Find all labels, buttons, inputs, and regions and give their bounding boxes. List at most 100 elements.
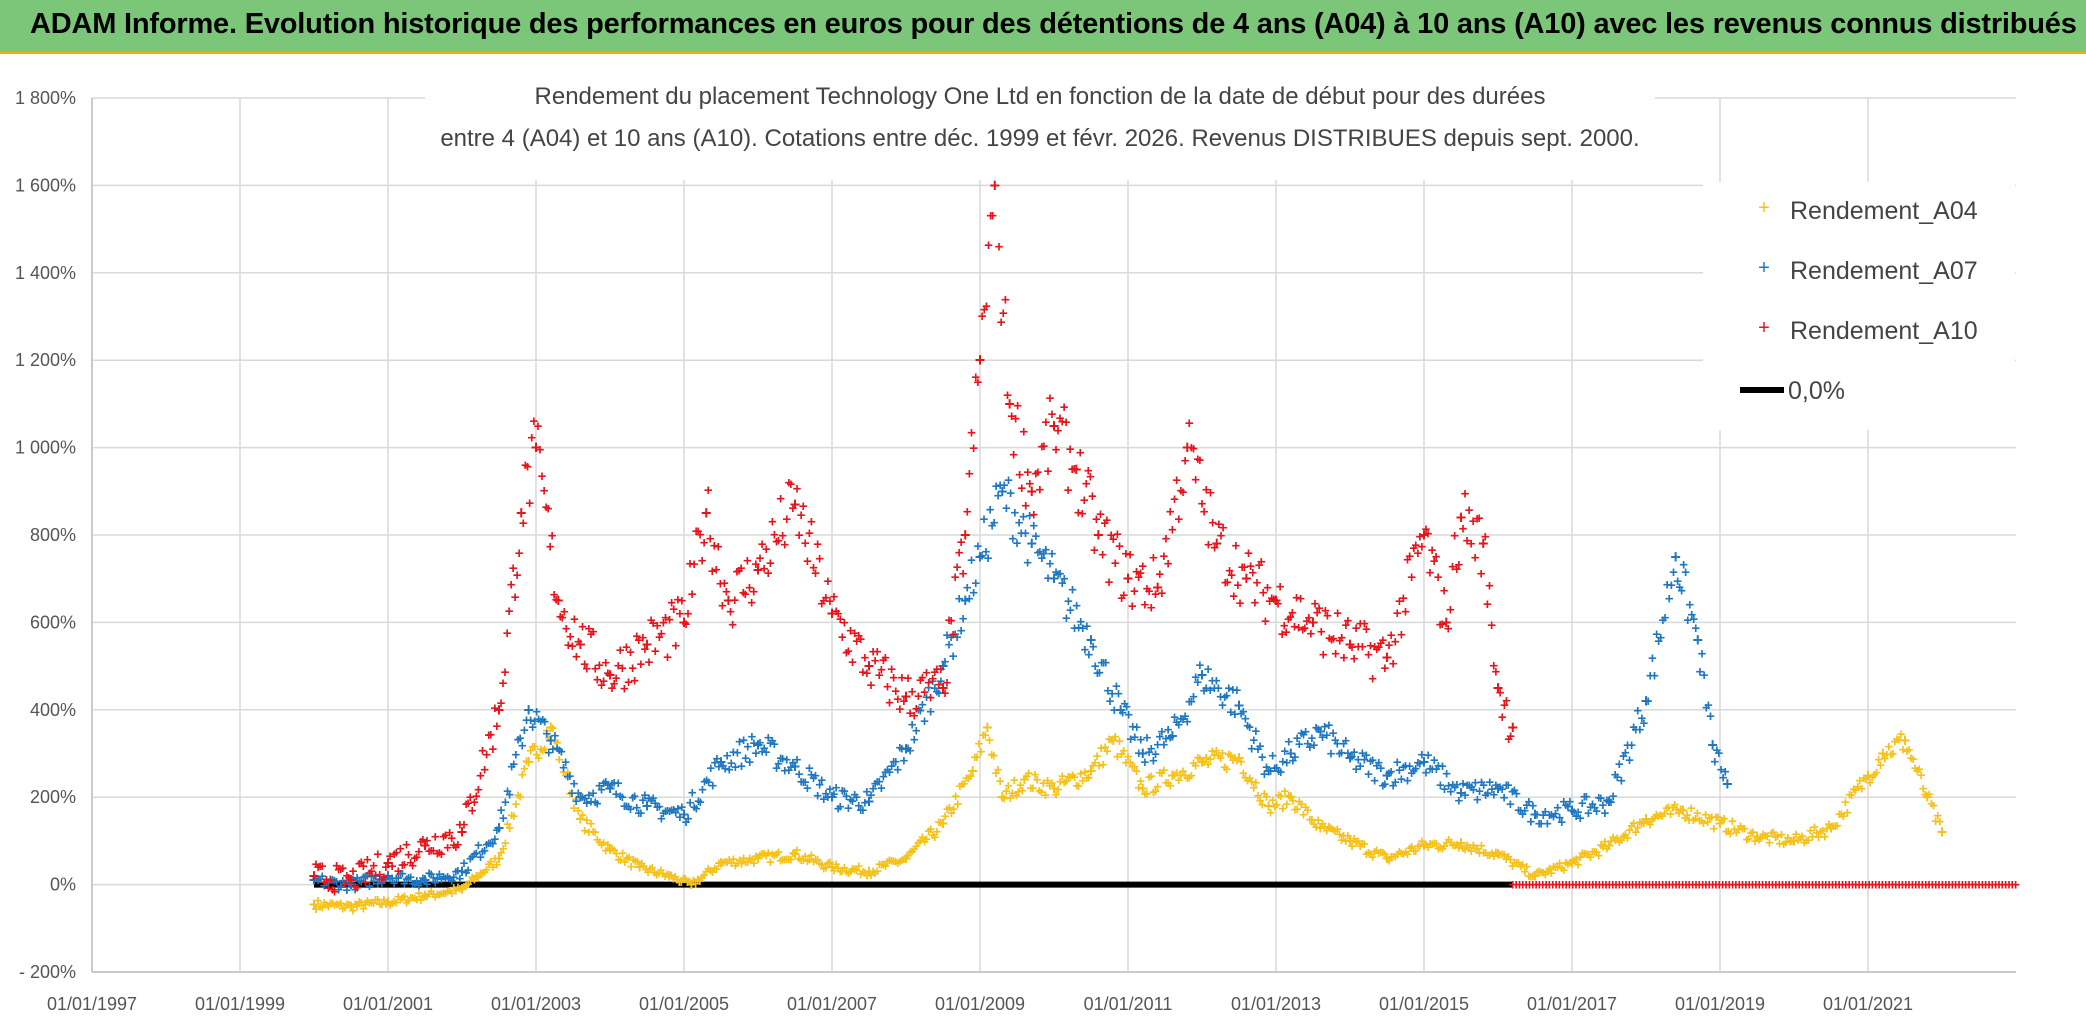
a10-point: + <box>1027 481 1038 501</box>
a07-marker: + <box>1665 590 1674 607</box>
a10-marker: + <box>1013 398 1022 415</box>
a10-marker: + <box>926 689 935 706</box>
a04-marker: + <box>1895 732 1904 749</box>
a04-marker: + <box>1621 827 1630 844</box>
a04-marker: + <box>1502 851 1511 868</box>
a04-point: + <box>494 848 505 868</box>
a10-marker: + <box>468 802 477 819</box>
a04-marker: + <box>1855 773 1864 790</box>
a07-marker: + <box>1644 693 1653 710</box>
a10-marker: + <box>700 535 709 552</box>
a07-marker: + <box>1101 654 1110 671</box>
a04-marker: + <box>1128 759 1137 776</box>
a10-marker: + <box>1403 551 1412 568</box>
a10-marker: + <box>412 849 421 866</box>
a10-marker: + <box>821 589 830 606</box>
a07-marker: + <box>1473 791 1482 808</box>
a04-marker: + <box>743 854 752 871</box>
a10-marker: + <box>486 727 495 744</box>
a07-marker: + <box>1141 754 1150 771</box>
a10-marker: + <box>758 536 767 553</box>
a04-marker: + <box>614 852 623 869</box>
a10-marker: + <box>478 743 487 760</box>
a04-marker: + <box>1685 812 1694 829</box>
a04-marker: + <box>834 860 843 877</box>
a10-zero-marker: + <box>1545 877 1554 894</box>
a04-marker: + <box>627 859 636 876</box>
a10-zero-marker: + <box>1715 877 1724 894</box>
a04-marker: + <box>1707 809 1716 826</box>
a04-marker: + <box>1026 780 1035 797</box>
a10-marker: + <box>544 501 553 518</box>
a07-marker: + <box>580 791 589 808</box>
a04-marker: + <box>1333 821 1342 838</box>
a10-zero-marker: + <box>1665 877 1674 894</box>
a04-marker: + <box>654 866 663 883</box>
a10-marker: + <box>1231 538 1240 555</box>
a07-marker: + <box>1416 755 1425 772</box>
a04-marker: + <box>1728 813 1737 830</box>
a07-marker: + <box>1661 610 1670 627</box>
a10-marker: + <box>482 746 491 763</box>
a10-marker: + <box>1105 574 1114 591</box>
a04-marker: + <box>1179 763 1188 780</box>
a04-marker: + <box>879 856 888 873</box>
a04-marker: + <box>1430 835 1439 852</box>
a07-marker: + <box>774 755 783 772</box>
a04-marker: + <box>518 767 527 784</box>
a07-marker: + <box>522 712 531 729</box>
a10-marker: + <box>1325 630 1334 647</box>
a10-marker: + <box>678 592 687 609</box>
a04-marker: + <box>1492 844 1501 861</box>
a04-marker: + <box>1755 831 1764 848</box>
a04-marker: + <box>1627 817 1636 834</box>
a10-marker: + <box>805 525 814 542</box>
a07-marker: + <box>782 752 791 769</box>
a04-marker: + <box>1662 800 1671 817</box>
a04-marker: + <box>677 874 686 891</box>
a10-marker: + <box>1448 559 1457 576</box>
a10-marker: + <box>1058 413 1067 430</box>
a07-marker: + <box>618 789 627 806</box>
a07-marker: + <box>729 744 738 761</box>
a04-marker: + <box>345 896 354 913</box>
a04-marker: + <box>719 854 728 871</box>
a04-marker: + <box>1646 816 1655 833</box>
a07-marker: + <box>1607 794 1616 811</box>
a10-marker: + <box>1227 567 1236 584</box>
a04-marker: + <box>1586 849 1595 866</box>
a04-marker: + <box>1539 865 1548 882</box>
a10-marker: + <box>351 878 360 895</box>
a10-marker: + <box>1284 611 1293 628</box>
a10-zero-marker: + <box>1965 877 1974 894</box>
a10-marker: + <box>523 458 532 475</box>
a04-marker: + <box>1891 733 1900 750</box>
a10-marker: + <box>371 867 380 884</box>
a04-marker: + <box>821 859 830 876</box>
a04-marker: + <box>1105 731 1114 748</box>
a04-marker: + <box>1097 740 1106 757</box>
a04-marker: + <box>1228 752 1237 769</box>
a04-marker: + <box>739 850 748 867</box>
a07-marker: + <box>1104 683 1113 700</box>
a07-marker: + <box>349 871 358 888</box>
a07-marker: + <box>1453 777 1462 794</box>
a10-marker: + <box>1461 486 1470 503</box>
a04-marker: + <box>1372 842 1381 859</box>
a04-point: + <box>753 848 764 868</box>
a10-marker: + <box>1185 415 1194 432</box>
a10-marker: + <box>1477 566 1486 583</box>
a07-marker: + <box>1233 682 1242 699</box>
a04-marker: + <box>314 893 323 910</box>
a04-point: + <box>1826 818 1837 838</box>
a07-marker: + <box>1291 749 1300 766</box>
a07-marker: + <box>1685 596 1694 613</box>
a04-marker: + <box>1354 833 1363 850</box>
a04-marker: + <box>484 856 493 873</box>
a04-marker: + <box>1305 812 1314 829</box>
a04-marker: + <box>330 897 339 914</box>
a04-marker: + <box>1623 830 1632 847</box>
a10-zero-marker: + <box>1705 877 1714 894</box>
a04-marker: + <box>1650 810 1659 827</box>
a04-marker: + <box>1483 847 1492 864</box>
